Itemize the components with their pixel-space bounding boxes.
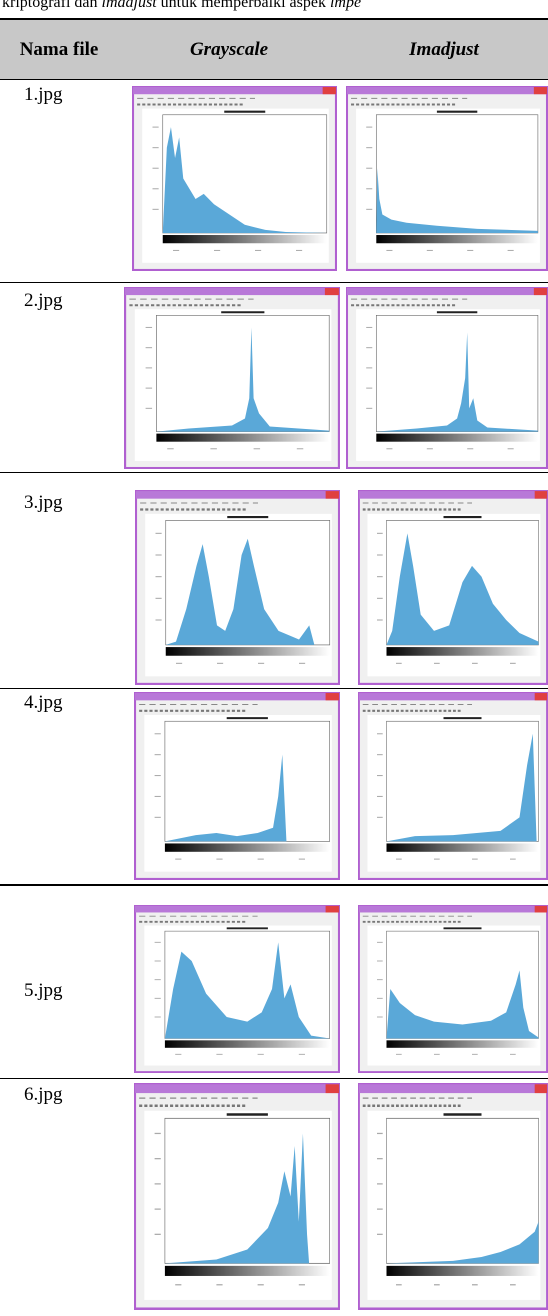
file-name: 3.jpg bbox=[24, 492, 63, 514]
file-name: 6.jpg bbox=[24, 1084, 63, 1106]
caption-text: untuk memperbaiki aspek bbox=[157, 0, 330, 11]
caption-text: kriptografi dan bbox=[2, 0, 102, 11]
caption-text: impe bbox=[330, 0, 361, 11]
histogram-screenshot bbox=[134, 692, 340, 880]
histogram-screenshot bbox=[346, 287, 548, 469]
histogram-screenshot bbox=[358, 490, 548, 685]
header-cell: Nama file bbox=[0, 20, 118, 80]
histogram-screenshot bbox=[358, 692, 548, 880]
histogram-screenshot bbox=[358, 1083, 548, 1310]
file-name: 1.jpg bbox=[24, 84, 63, 106]
histogram-screenshot bbox=[358, 905, 548, 1073]
header-cell: Grayscale bbox=[118, 20, 340, 80]
row-line bbox=[0, 884, 548, 886]
file-name: 5.jpg bbox=[24, 980, 63, 1002]
histogram-screenshot bbox=[346, 86, 548, 271]
page: kriptografi dan imadjust untuk memperbai… bbox=[0, 0, 548, 1316]
histogram-screenshot bbox=[135, 490, 340, 685]
caption-text: imadjust bbox=[102, 0, 157, 11]
table-header: Nama file Grayscale Imadjust bbox=[0, 18, 548, 80]
header-cell: Imadjust bbox=[340, 20, 548, 80]
row-line bbox=[0, 282, 548, 283]
caption: kriptografi dan imadjust untuk memperbai… bbox=[2, 0, 361, 12]
row-line bbox=[0, 472, 548, 473]
row-line bbox=[0, 688, 548, 689]
histogram-screenshot bbox=[134, 1083, 340, 1310]
histogram-screenshot bbox=[134, 905, 340, 1073]
file-name: 4.jpg bbox=[24, 692, 63, 714]
file-name: 2.jpg bbox=[24, 290, 63, 312]
histogram-screenshot bbox=[132, 86, 337, 271]
row-line bbox=[0, 1078, 548, 1079]
histogram-screenshot bbox=[124, 287, 340, 469]
